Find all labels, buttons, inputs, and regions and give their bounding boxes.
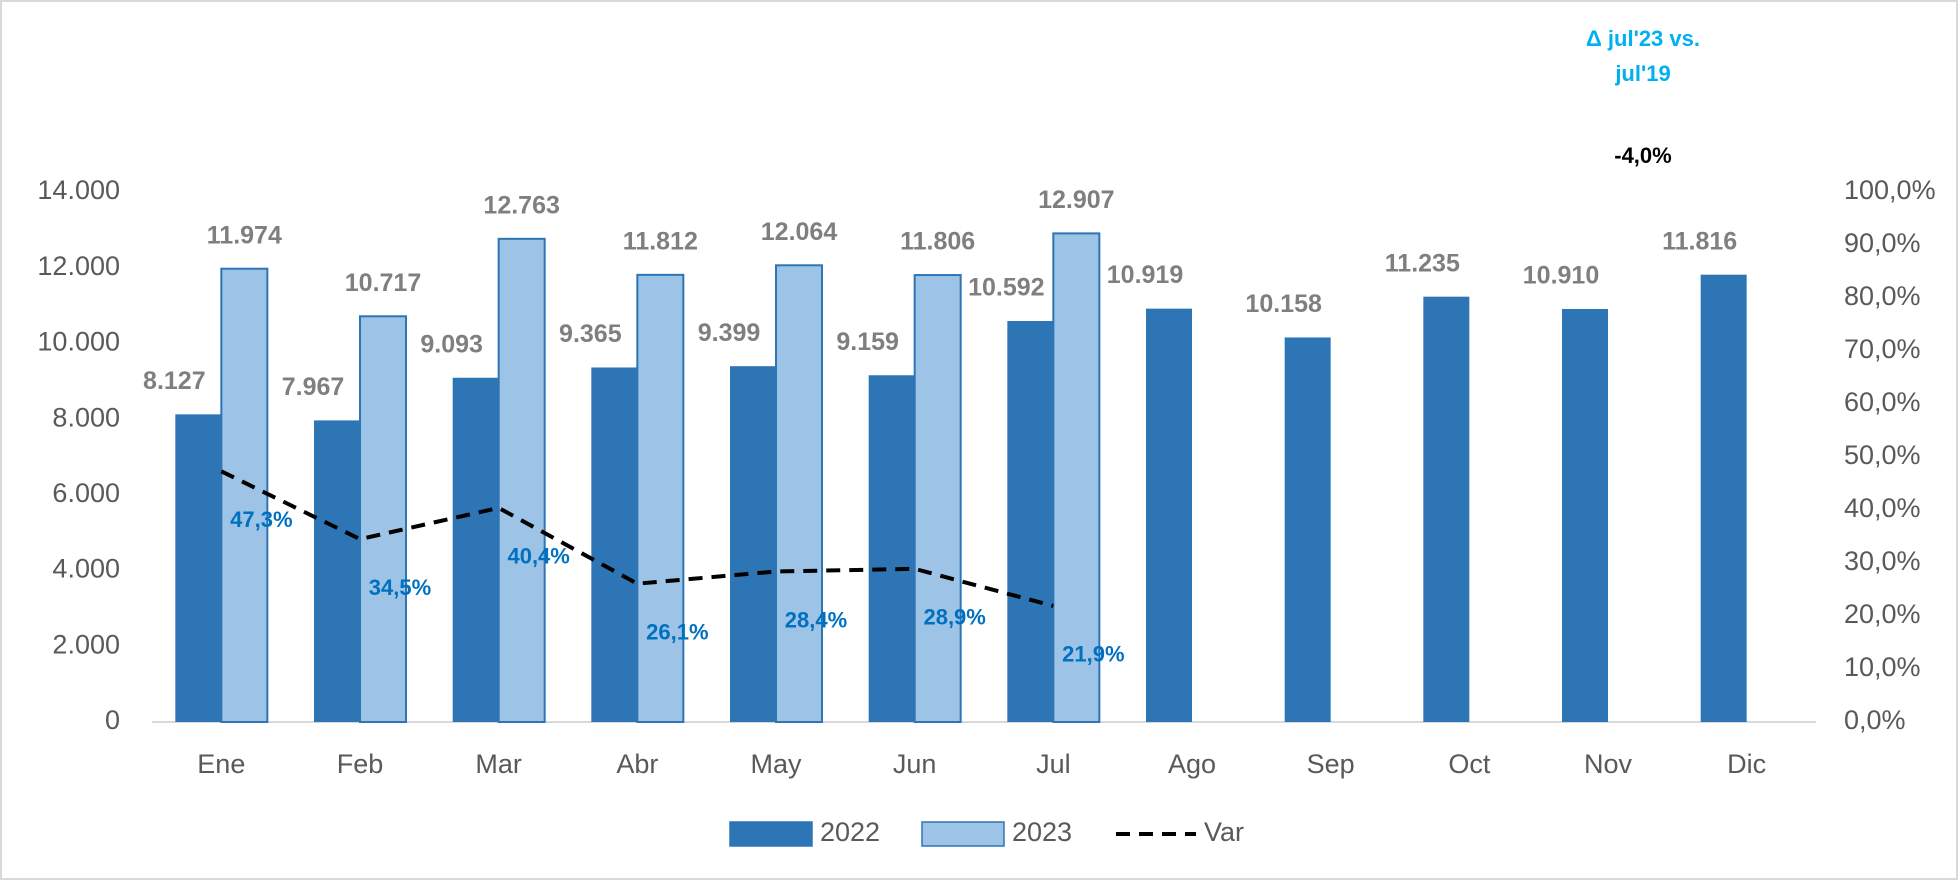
value-label: 8.127: [143, 367, 206, 395]
bar: [359, 315, 407, 723]
x-tick-label: Abr: [616, 749, 658, 779]
value-label: 12.907: [1038, 186, 1114, 214]
value-label: 9.365: [559, 320, 622, 348]
y2-tick-label: 0,0%: [1844, 705, 1906, 735]
y2-tick-label: 100,0%: [1844, 175, 1936, 205]
value-label: 7.967: [282, 373, 345, 401]
bar: [868, 375, 915, 722]
y2-tick-label: 10,0%: [1844, 652, 1921, 682]
x-tick-label: Jul: [1036, 749, 1071, 779]
x-tick-label: Nov: [1584, 749, 1633, 779]
value-label: 11.816: [1662, 227, 1737, 255]
line-label: 26,1%: [646, 619, 708, 644]
bar: [1423, 296, 1470, 722]
value-label: 10.158: [1245, 290, 1322, 318]
bar: [1700, 274, 1747, 722]
y2-tick-label: 90,0%: [1844, 228, 1921, 258]
x-tick-label: Mar: [475, 749, 522, 779]
line-label: 34,5%: [369, 575, 431, 600]
bar: [220, 267, 269, 723]
line-label: 40,4%: [507, 544, 569, 569]
x-tick-label: May: [750, 749, 802, 779]
bar: [775, 264, 823, 723]
legend-label: 2023: [1012, 817, 1072, 847]
x-tick-label: Dic: [1727, 749, 1766, 779]
x-tick-label: Sep: [1307, 749, 1355, 779]
value-label: 10.919: [1107, 261, 1183, 289]
bar: [1146, 308, 1192, 722]
bar: [175, 414, 222, 722]
bar: [1052, 232, 1101, 723]
y2-tick-label: 50,0%: [1844, 440, 1921, 470]
value-label: 12.763: [483, 191, 559, 219]
y-tick-label: 2.000: [52, 629, 120, 659]
y-tick-label: 8.000: [52, 402, 120, 432]
value-label: 11.974: [207, 221, 282, 249]
value-label: 11.812: [623, 227, 698, 255]
y2-tick-label: 80,0%: [1844, 281, 1921, 311]
bar: [314, 420, 360, 722]
bar: [1007, 321, 1054, 722]
value-label: 9.399: [698, 319, 761, 347]
value-label: 10.592: [968, 274, 1044, 302]
y2-tick-label: 70,0%: [1844, 334, 1921, 364]
value-label: 11.235: [1385, 249, 1460, 277]
x-tick-label: Feb: [337, 749, 384, 779]
value-label: 12.064: [761, 218, 838, 246]
bar: [730, 366, 776, 722]
legend-swatch: [729, 821, 813, 847]
y2-tick-label: 40,0%: [1844, 493, 1921, 523]
line-label: 28,9%: [923, 605, 985, 630]
line-label: 21,9%: [1062, 642, 1124, 667]
bar: [913, 274, 962, 723]
y-tick-label: 6.000: [52, 478, 120, 508]
bar: [452, 377, 499, 722]
y-tick-label: 12.000: [37, 251, 120, 281]
value-label: 11.806: [900, 228, 975, 256]
legend-label: Var: [1204, 817, 1244, 847]
bar: [1284, 337, 1331, 722]
x-tick-label: Ago: [1168, 749, 1216, 779]
y2-tick-label: 30,0%: [1844, 546, 1921, 576]
bar: [1562, 308, 1608, 722]
value-label: 9.159: [836, 328, 899, 356]
y-tick-label: 10.000: [37, 327, 120, 357]
value-label: 9.093: [420, 330, 483, 358]
annotation-title: Δ jul'23 vs.: [1586, 26, 1700, 51]
x-tick-label: Oct: [1448, 749, 1491, 779]
y2-tick-label: 60,0%: [1844, 387, 1921, 417]
line-label: 28,4%: [785, 607, 847, 632]
legend-label: 2022: [820, 817, 880, 847]
bar: [497, 237, 546, 723]
value-label: 10.910: [1523, 262, 1599, 290]
bar: [636, 273, 685, 723]
x-tick-label: Ene: [197, 749, 245, 779]
bar: [591, 367, 638, 722]
y-tick-label: 0: [105, 705, 120, 735]
value-label: 10.717: [345, 269, 421, 297]
y2-tick-label: 20,0%: [1844, 599, 1921, 629]
legend-swatch: [921, 821, 1005, 847]
x-tick-label: Jun: [893, 749, 937, 779]
annotation-title: jul'19: [1614, 61, 1670, 86]
line-label: 47,3%: [230, 507, 292, 532]
y-tick-label: 14.000: [37, 175, 120, 205]
annotation-value: -4,0%: [1614, 143, 1671, 168]
y-tick-label: 4.000: [52, 554, 120, 584]
